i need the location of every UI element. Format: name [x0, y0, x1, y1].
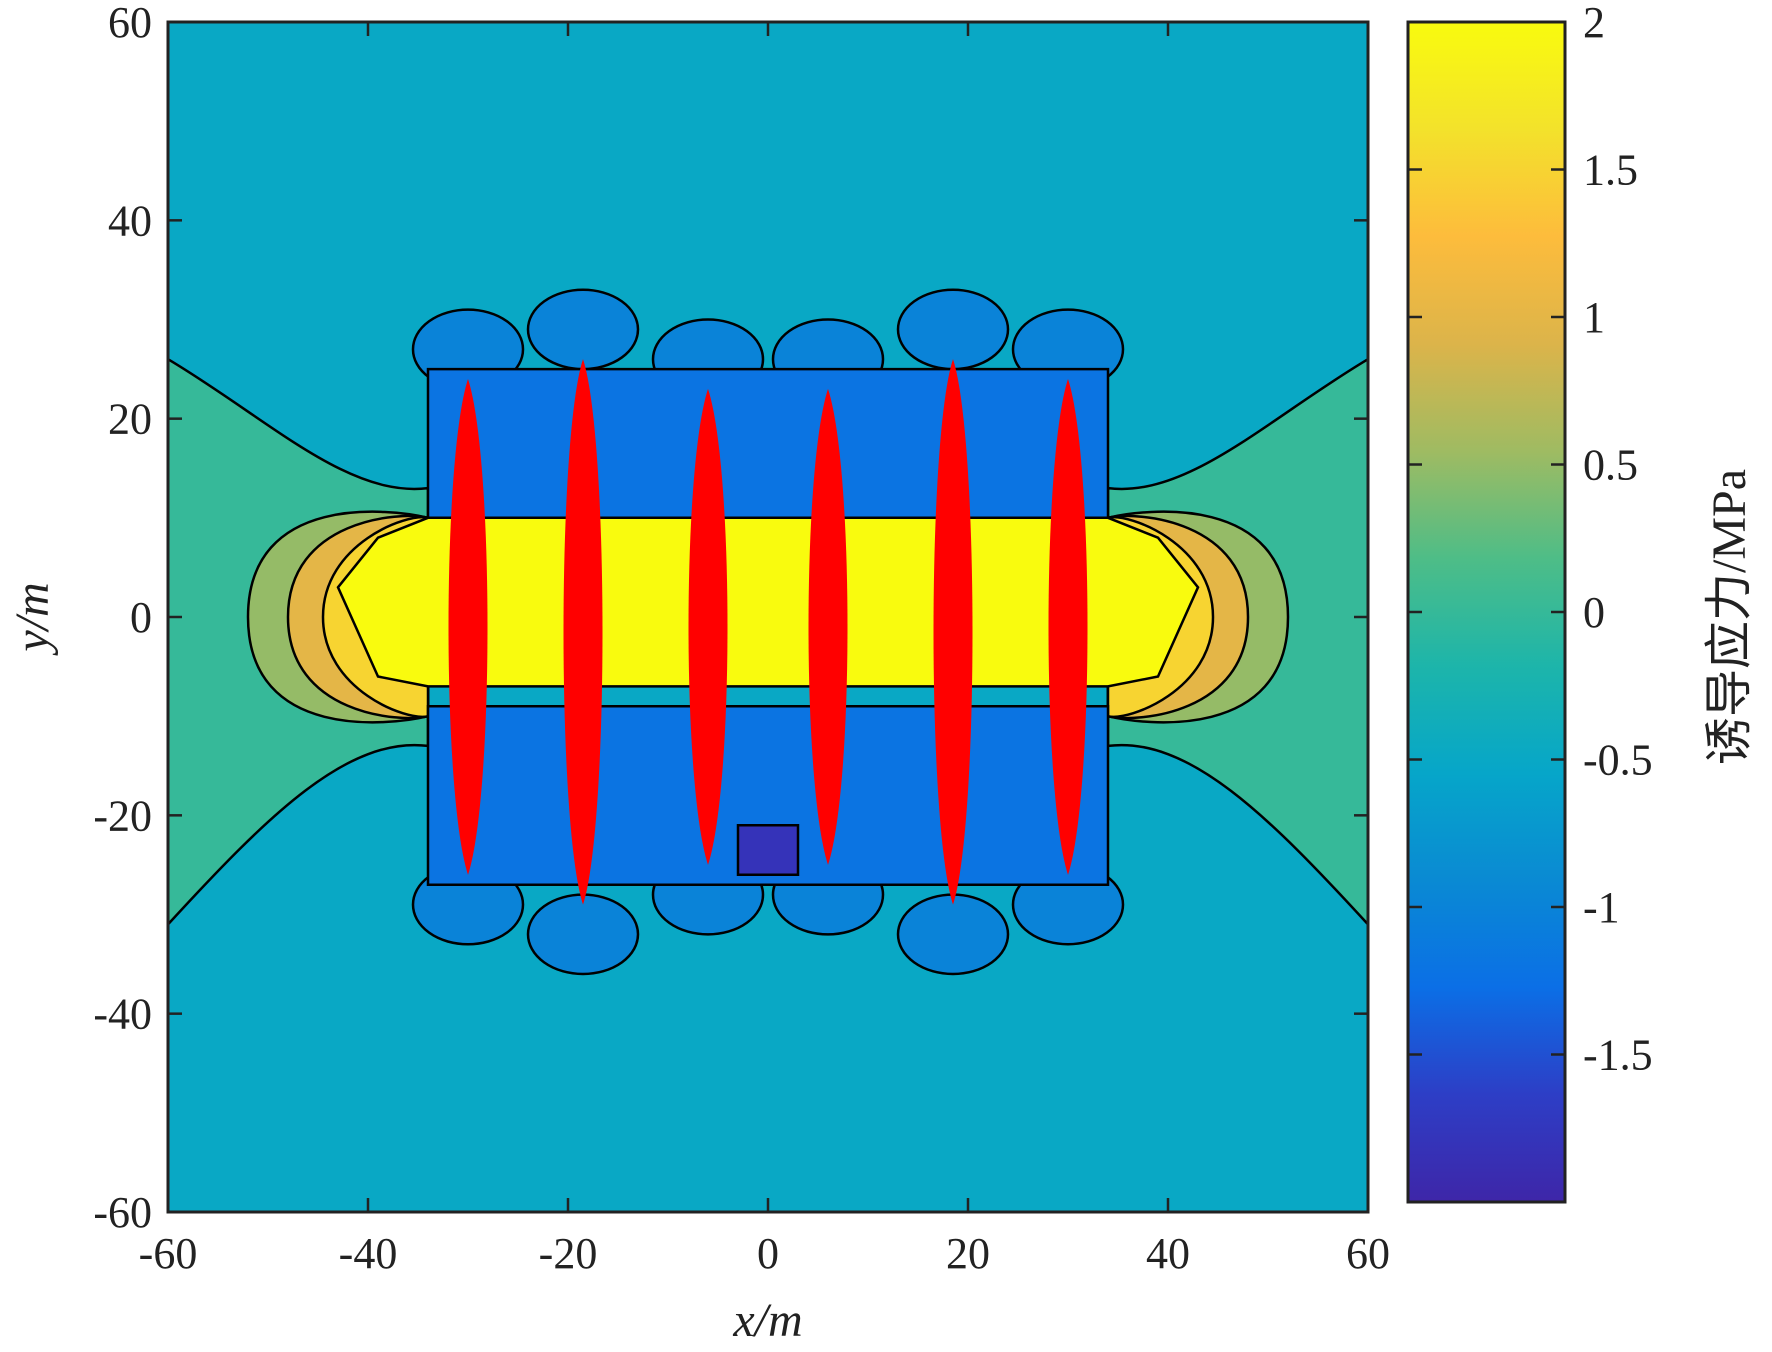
contour-band-tip-9: [896, 893, 1010, 976]
contour-band-deep-negative: [736, 824, 800, 877]
y-tick-label: -40: [93, 990, 152, 1039]
x-tick-label: 0: [757, 1229, 779, 1278]
plot-area: [166, 20, 1370, 1214]
contour-band-tip-2: [526, 288, 640, 371]
colorbar-tick-label: 1.5: [1583, 146, 1638, 195]
colorbar-tick-label: -1.5: [1583, 1031, 1653, 1080]
fracture-5: [933, 359, 973, 905]
x-axis-ticks: -60 -40 -20 0 20 40 60: [139, 22, 1390, 1278]
y-tick-label: -60: [93, 1188, 152, 1237]
x-tick-label: 60: [1346, 1229, 1390, 1278]
colorbar-label: 诱导应力/MPa: [1703, 469, 1756, 765]
y-tick-label: 40: [108, 196, 152, 245]
y-tick-label: 60: [108, 0, 152, 47]
colorbar-gradient: [1408, 22, 1565, 1202]
colorbar-ticks: 2 1.5 1 0.5 0 -0.5 -1 -1.5: [1408, 0, 1653, 1080]
contour-band-peak: [336, 516, 1200, 688]
y-tick-label: -20: [93, 791, 152, 840]
x-tick-label: 20: [946, 1229, 990, 1278]
contour-fill-layer: [168, 288, 1368, 976]
y-axis-ticks: -60 -40 -20 0 20 40 60: [93, 0, 1368, 1237]
fracture-4: [808, 388, 848, 865]
colorbar: 2 1.5 1 0.5 0 -0.5 -1 -1.5 诱导应力/MPa: [1406, 0, 1756, 1204]
colorbar-tick-label: 2: [1583, 0, 1605, 47]
fracture-6: [1048, 379, 1088, 875]
y-axis-label: y/m: [6, 582, 59, 656]
x-tick-label: -40: [339, 1229, 398, 1278]
colorbar-tick-label: 0.5: [1583, 441, 1638, 490]
y-tick-label: 20: [108, 395, 152, 444]
colorbar-tick-label: 0: [1583, 588, 1605, 637]
x-tick-label: -60: [139, 1229, 198, 1278]
fracture-1: [448, 379, 488, 875]
y-tick-label: 0: [130, 593, 152, 642]
colorbar-tick-label: 1: [1583, 293, 1605, 342]
x-tick-label: 40: [1146, 1229, 1190, 1278]
x-axis-label: x/m: [732, 1294, 802, 1347]
contour-band-tip-8: [896, 288, 1010, 371]
fracture-3: [688, 388, 728, 865]
contour-band-tip-3: [526, 893, 640, 976]
contour-band-upper-negative: [426, 367, 1110, 539]
fracture-layer: [448, 359, 1088, 905]
colorbar-tick-label: -0.5: [1583, 736, 1653, 785]
colorbar-tick-label: -1: [1583, 883, 1620, 932]
fracture-2: [563, 359, 603, 905]
x-tick-label: -20: [539, 1229, 598, 1278]
